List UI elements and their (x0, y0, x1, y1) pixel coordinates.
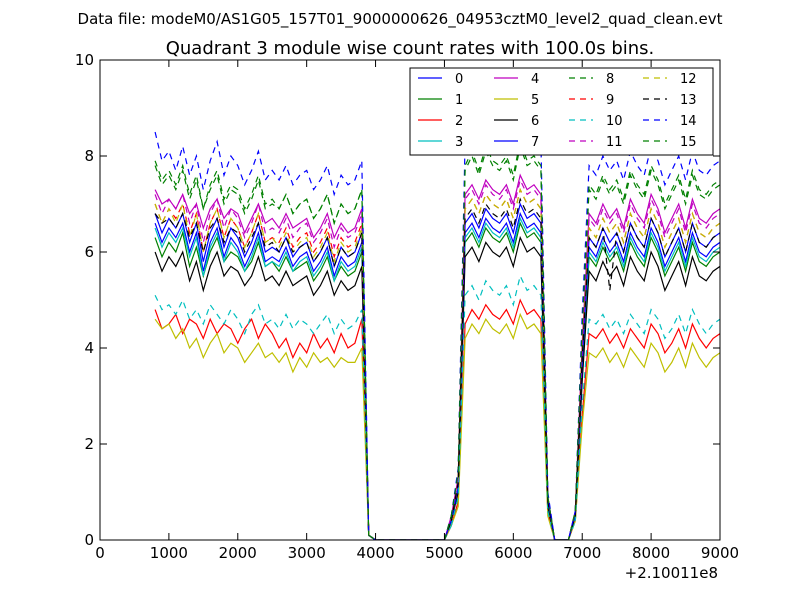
series-10-segment-0 (154, 294, 370, 536)
figure-suptitle: Data file: modeM0/AS1G05_157T01_90000006… (78, 10, 723, 29)
y-tick-label: 10 (75, 51, 94, 69)
series-10-segment-1 (450, 274, 549, 526)
series-13-segment-0 (154, 211, 370, 536)
legend-frame (409, 67, 714, 156)
series-15-line (154, 139, 720, 540)
y-tick-label: 2 (84, 435, 94, 453)
series-1-segment-1 (450, 221, 549, 521)
series-15-segment-2 (574, 163, 720, 512)
legend-label-14: 14 (680, 114, 697, 129)
plot-lines (154, 107, 720, 540)
x-tick-label: 8000 (632, 544, 670, 562)
series-6-segment-1 (450, 235, 549, 521)
series-6-segment-2 (574, 250, 720, 517)
series-3-segment-2 (574, 231, 720, 517)
series-5-line (154, 312, 720, 540)
series-8-segment-0 (154, 165, 370, 536)
series-9-segment-0 (154, 202, 370, 536)
series-13-segment-2 (574, 216, 720, 517)
series-4-segment-2 (574, 192, 720, 512)
x-tick-label: 1000 (150, 544, 188, 562)
legend-label-13: 13 (680, 93, 697, 108)
series-3-segment-1 (450, 216, 549, 521)
legend-label-15: 15 (680, 135, 697, 150)
y-tick-label: 6 (84, 243, 94, 261)
series-11-segment-1 (450, 178, 549, 517)
series-5-segment-1 (450, 312, 549, 526)
legend-label-5: 5 (531, 93, 539, 108)
y-tick-label: 4 (84, 339, 94, 357)
series-0-segment-1 (450, 211, 549, 521)
legend-label-2: 2 (455, 114, 463, 129)
chart-title: Quadrant 3 module wise count rates with … (166, 38, 655, 59)
x-tick-label: 5000 (425, 544, 463, 562)
legend-label-3: 3 (455, 135, 463, 150)
series-1-segment-2 (574, 235, 720, 517)
legend-label-7: 7 (531, 135, 539, 150)
series-15-segment-1 (450, 139, 549, 517)
series-0-segment-2 (574, 226, 720, 517)
legend-label-0: 0 (455, 72, 463, 87)
series-5-gap-1 (547, 515, 576, 540)
legend-label-9: 9 (606, 93, 614, 108)
series-15-gap-0 (368, 515, 452, 540)
y-tick-label: 0 (84, 531, 94, 549)
legend-label-12: 12 (680, 72, 697, 87)
legend-label-11: 11 (606, 135, 623, 150)
x-tick-label: 2000 (219, 544, 257, 562)
series-4-segment-1 (450, 173, 549, 517)
legend-label-4: 4 (531, 72, 539, 87)
series-5-segment-0 (154, 318, 370, 536)
y-tick-label: 8 (84, 147, 94, 165)
series-6-segment-0 (154, 250, 370, 536)
x-axis: 0 1000 2000 3000 4000 5000 6000 7000 8000 9000 (95, 60, 739, 562)
series-14-segment-2 (574, 144, 720, 512)
legend-label-6: 6 (531, 114, 539, 129)
x-tick-label: 4000 (356, 544, 394, 562)
series-5-segment-2 (574, 341, 720, 521)
legend-label-1: 1 (455, 93, 463, 108)
series-14-gap-1 (547, 491, 576, 540)
plot-frame (99, 59, 721, 541)
series-10-gap-1 (547, 511, 576, 540)
legend-label-10: 10 (606, 114, 623, 129)
x-tick-label: 3000 (288, 544, 326, 562)
series-4-segment-0 (154, 189, 370, 536)
series-13-segment-1 (450, 197, 549, 521)
series-12-segment-0 (154, 201, 370, 536)
series-0-segment-0 (154, 221, 370, 536)
legend-label-8: 8 (606, 72, 614, 87)
series-7-segment-1 (450, 202, 549, 521)
x-tick-label: 9000 (701, 544, 739, 562)
series-2-segment-2 (574, 322, 720, 521)
series-10-segment-2 (574, 307, 720, 521)
x-tick-label: 7000 (563, 544, 601, 562)
x-tick-label: 6000 (494, 544, 532, 562)
series-15-segment-0 (154, 160, 370, 536)
series-11-segment-0 (154, 192, 370, 536)
series-8-segment-2 (574, 168, 720, 512)
x-offset-label: +2.10011e8 (625, 564, 718, 582)
series-8-segment-1 (450, 144, 549, 517)
series-12-segment-1 (450, 187, 549, 521)
series-3-segment-0 (154, 226, 370, 536)
series-2-segment-1 (450, 298, 549, 526)
series-12-segment-2 (574, 207, 720, 517)
series-2-segment-0 (154, 309, 370, 536)
x-tick-label: 0 (95, 544, 105, 562)
